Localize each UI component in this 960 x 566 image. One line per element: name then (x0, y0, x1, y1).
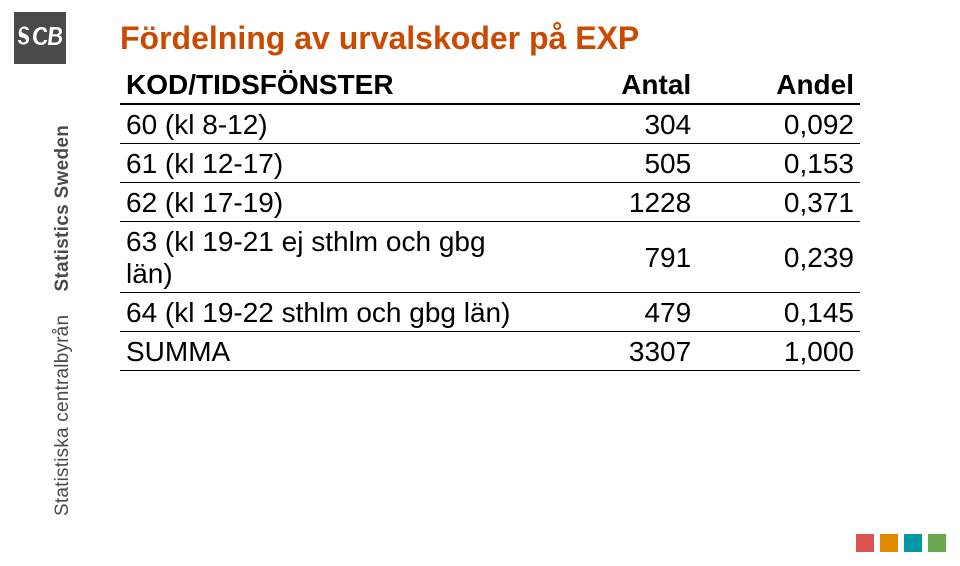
cell-antal: 1228 (534, 183, 697, 222)
cell-label: 62 (kl 17-19) (120, 183, 534, 222)
cell-label: SUMMA (120, 332, 534, 371)
cell-andel: 0,145 (697, 293, 860, 332)
sidebar-org-text: Statistiska centralbyrån Statistics Swed… (52, 125, 74, 516)
cell-antal: 479 (534, 293, 697, 332)
cell-label: 63 (kl 19-21 ej sthlm och gbg län) (120, 222, 534, 293)
col-header-antal: Antal (534, 65, 697, 104)
cell-andel: 1,000 (697, 332, 860, 371)
sidebar-swedish-label: Statistiska centralbyrån (52, 315, 73, 516)
swatch (904, 534, 922, 552)
slide-content: Fördelning av urvalskoder på EXP KOD/TID… (120, 20, 860, 371)
cell-antal: 3307 (534, 332, 697, 371)
table-row: 62 (kl 17-19) 1228 0,371 (120, 183, 860, 222)
swatch (880, 534, 898, 552)
cell-antal: 505 (534, 144, 697, 183)
cell-label: 60 (kl 8-12) (120, 104, 534, 144)
table-row: 64 (kl 19-22 sthlm och gbg län) 479 0,14… (120, 293, 860, 332)
cell-andel: 0,371 (697, 183, 860, 222)
scb-logo (14, 12, 66, 64)
table-header-row: KOD/TIDSFÖNSTER Antal Andel (120, 65, 860, 104)
cell-label: 64 (kl 19-22 sthlm och gbg län) (120, 293, 534, 332)
cell-andel: 0,153 (697, 144, 860, 183)
cell-andel: 0,092 (697, 104, 860, 144)
slide-title: Fördelning av urvalskoder på EXP (120, 20, 860, 57)
table-row: 61 (kl 12-17) 505 0,153 (120, 144, 860, 183)
color-swatches (856, 534, 946, 552)
cell-antal: 304 (534, 104, 697, 144)
swatch (928, 534, 946, 552)
col-header-kod: KOD/TIDSFÖNSTER (120, 65, 534, 104)
cell-antal: 791 (534, 222, 697, 293)
col-header-andel: Andel (697, 65, 860, 104)
sidebar-english-label: Statistics Sweden (52, 125, 73, 292)
table-row-summary: SUMMA 3307 1,000 (120, 332, 860, 371)
distribution-table: KOD/TIDSFÖNSTER Antal Andel 60 (kl 8-12)… (120, 65, 860, 371)
cell-andel: 0,239 (697, 222, 860, 293)
table-row: 63 (kl 19-21 ej sthlm och gbg län) 791 0… (120, 222, 860, 293)
swatch (856, 534, 874, 552)
table-row: 60 (kl 8-12) 304 0,092 (120, 104, 860, 144)
cell-label: 61 (kl 12-17) (120, 144, 534, 183)
